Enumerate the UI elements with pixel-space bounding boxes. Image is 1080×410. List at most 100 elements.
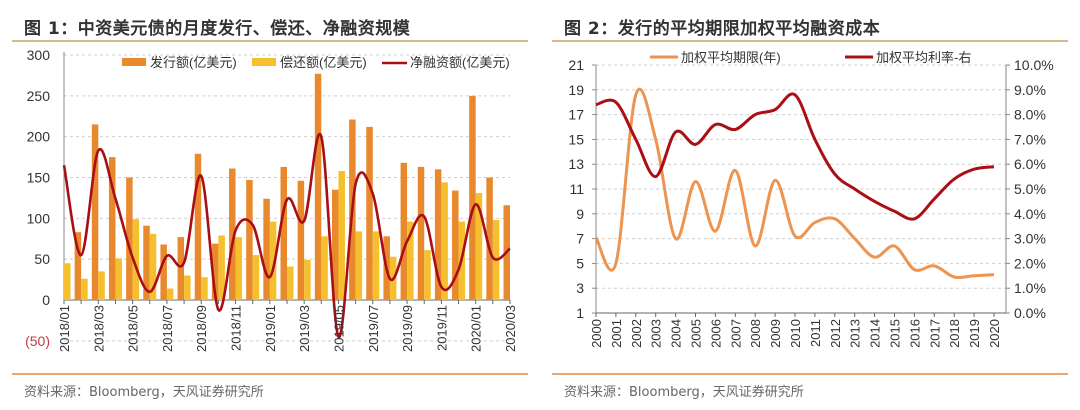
repayment-bar <box>475 193 483 300</box>
repayment-bar <box>149 233 157 300</box>
issuance-bar <box>469 95 476 300</box>
x-tick-label: 2019/05 <box>331 305 346 352</box>
repayment-bar <box>184 275 191 300</box>
x-tick-label: 2019/09 <box>400 305 415 352</box>
y-tick-label: 200 <box>27 129 51 145</box>
y-right-tick-label: 9.0% <box>1014 82 1046 98</box>
net-financing-line <box>62 132 511 339</box>
repayment-bar <box>287 266 294 300</box>
repayment-bar <box>218 235 225 300</box>
issuance-bar <box>91 124 99 301</box>
x-tick-label: 2018/07 <box>160 305 175 352</box>
figure-2-bottom-rule <box>552 373 1068 375</box>
y-left-tick-label: 3 <box>576 280 584 296</box>
issuance-bar <box>177 237 185 300</box>
x-tick-label: 2020 <box>987 319 1002 348</box>
issuance-bar <box>143 225 150 300</box>
duration-line <box>594 87 995 280</box>
y-left-tick-label: 9 <box>576 206 584 222</box>
repayment-bar <box>115 258 122 300</box>
figure-2-title: 图 2：发行的平均期限加权平均融资成本 <box>564 19 881 39</box>
x-tick-label: 2018/03 <box>91 305 106 352</box>
repayment-bar <box>201 277 208 300</box>
legend-swatch-repayment <box>252 58 276 66</box>
y-left-tick-label: 1 <box>576 305 584 321</box>
issuance-bar <box>160 244 167 300</box>
y-tick-label: 0 <box>42 292 50 308</box>
figure-1-top-rule <box>12 40 528 42</box>
issuance-bar <box>434 169 442 300</box>
issuance-bar <box>246 179 253 300</box>
y-left-tick-label: 21 <box>568 57 584 73</box>
repayment-bar <box>355 231 363 300</box>
figure-2-top-rule <box>552 40 1068 42</box>
y-right-tick-label: 0.0% <box>1014 305 1046 321</box>
x-tick-label: 2008 <box>748 319 763 348</box>
issuance-bar <box>314 73 322 301</box>
y-right-tick-label: 5.0% <box>1014 181 1046 197</box>
issuance-bar <box>331 189 339 300</box>
y-tick-label: 300 <box>27 47 51 63</box>
issuance-bar <box>486 177 493 300</box>
repayment-bar <box>338 170 345 300</box>
x-tick-label: 2002 <box>629 319 644 348</box>
x-tick-label: 2011 <box>808 319 823 347</box>
y-left-tick-label: 11 <box>569 181 584 197</box>
x-tick-label: 2006 <box>708 319 723 348</box>
x-tick-label: 2009 <box>768 319 783 348</box>
chart-2: 135791113151719210.0%1.0%2.0%3.0%4.0%5.0… <box>568 50 1054 348</box>
issuance-bar <box>126 177 133 300</box>
x-tick-label: 2005 <box>689 319 704 348</box>
x-tick-label: 2019/01 <box>263 305 278 352</box>
y-tick-label: 100 <box>27 210 51 226</box>
issuance-bar <box>297 180 305 300</box>
issuance-bar <box>211 243 219 300</box>
y-right-tick-label: 6.0% <box>1014 156 1046 172</box>
repayment-bar <box>166 288 174 300</box>
figure-1-source: 资料来源：Bloomberg，天风证券研究所 <box>24 385 264 400</box>
repayment-bar <box>441 182 448 300</box>
repayment-bar <box>132 219 140 300</box>
x-tick-label: 2018/09 <box>194 305 209 352</box>
repayment-bar <box>321 236 328 300</box>
legend-label-rate: 加权平均利率-右 <box>876 50 971 65</box>
y-left-tick-label: 7 <box>576 231 584 247</box>
issuance-bar <box>108 157 116 300</box>
issuance-bar <box>229 168 236 300</box>
repayment-bar <box>64 263 71 300</box>
x-tick-label: 2020/03 <box>503 305 518 352</box>
x-tick-label: 2007 <box>728 319 743 348</box>
repayment-bar <box>304 259 311 300</box>
legend-label-repayment: 偿还额(亿美元) <box>280 55 367 70</box>
rate-line <box>595 92 995 221</box>
legend-label-issuance: 发行额(亿美元) <box>150 55 237 70</box>
issuance-bar <box>452 190 459 300</box>
x-tick-label: 2001 <box>609 319 624 348</box>
y-left-tick-label: 5 <box>576 255 584 271</box>
y-right-tick-label: 1.0% <box>1014 280 1046 296</box>
legend-label-duration: 加权平均期限(年) <box>681 50 781 65</box>
x-tick-label: 2018/01 <box>57 305 72 352</box>
x-tick-label: 2020/01 <box>469 305 484 352</box>
y-right-tick-label: 8.0% <box>1014 107 1046 123</box>
y-left-tick-label: 15 <box>568 131 584 147</box>
issuance-bar <box>400 162 408 300</box>
repayment-bar <box>235 237 243 300</box>
x-tick-label: 2019/03 <box>297 305 312 352</box>
x-tick-label: 2018/05 <box>126 305 141 352</box>
x-tick-label: 2004 <box>669 319 684 348</box>
issuance-bar <box>74 232 82 300</box>
y-left-tick-label: 19 <box>568 82 584 98</box>
issuance-bar <box>194 153 202 300</box>
figure-1-bottom-rule <box>12 373 528 375</box>
legend-swatch-issuance <box>122 58 146 66</box>
repayment-bar <box>81 278 88 300</box>
y-right-tick-label: 7.0% <box>1014 131 1046 147</box>
x-tick-label: 2018 <box>947 319 962 348</box>
issuance-bar <box>417 166 425 300</box>
y-right-tick-label: 10.0% <box>1014 57 1054 73</box>
repayment-bar <box>424 250 431 300</box>
issuance-bar <box>263 198 270 300</box>
y-tick-label: (50) <box>25 333 50 349</box>
x-tick-label: 2000 <box>589 319 604 348</box>
